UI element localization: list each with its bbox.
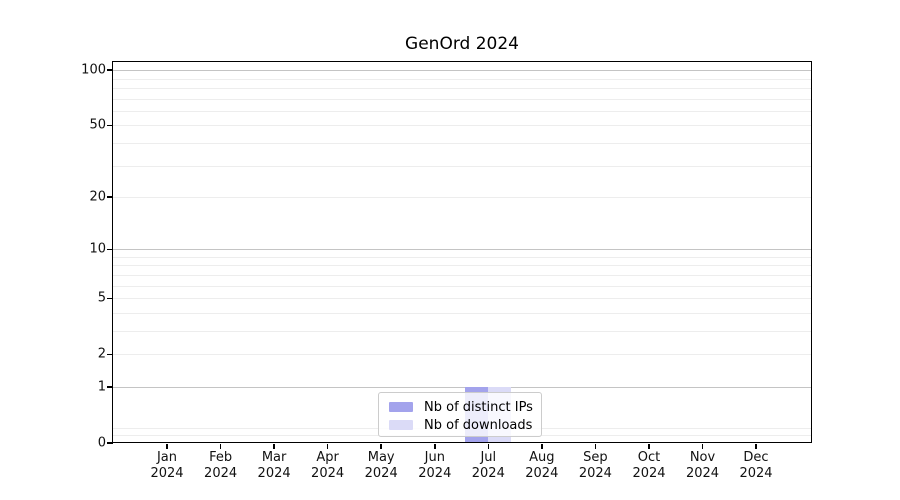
x-tick-label-year: 2024 bbox=[632, 465, 666, 481]
y-tick-mark bbox=[107, 248, 113, 250]
gridline-major bbox=[113, 249, 811, 251]
x-tick-label-year: 2024 bbox=[364, 465, 398, 481]
x-tick-label-year: 2024 bbox=[525, 465, 559, 481]
y-tick-label: 1 bbox=[97, 379, 106, 395]
x-tick-mark bbox=[166, 444, 168, 449]
y-tick-mark bbox=[107, 124, 113, 126]
chart-title: GenOrd 2024 bbox=[405, 34, 519, 54]
legend-swatch-distinct-ips-icon bbox=[389, 402, 413, 412]
gridline-minor bbox=[113, 125, 811, 127]
gridline-minor bbox=[113, 275, 811, 276]
gridline-minor bbox=[113, 265, 811, 267]
x-tick-label: Sep 2024 bbox=[563, 450, 627, 481]
x-tick-mark bbox=[326, 444, 329, 449]
x-tick-mark bbox=[380, 444, 382, 449]
x-tick-label-year: 2024 bbox=[150, 465, 184, 481]
legend-label-distinct-ips: Nb of distinct IPs bbox=[424, 399, 533, 415]
x-tick-label-month: Nov bbox=[689, 450, 716, 465]
x-tick-label-month: Jun bbox=[424, 450, 445, 465]
gridline-minor bbox=[113, 98, 811, 100]
x-tick-label: Jul 2024 bbox=[456, 450, 520, 481]
gridline-minor bbox=[113, 331, 811, 332]
x-tick-label-year: 2024 bbox=[257, 465, 291, 481]
gridline-minor bbox=[113, 256, 811, 258]
x-tick-label-month: Jul bbox=[480, 450, 497, 465]
x-tick-label: Dec 2024 bbox=[724, 450, 788, 481]
x-tick-label: Apr 2024 bbox=[296, 450, 360, 481]
y-tick-label: 0 bbox=[97, 435, 106, 451]
y-tick-label: 50 bbox=[89, 117, 106, 133]
x-tick-label-month: Apr bbox=[316, 450, 339, 465]
y-tick-label: 5 bbox=[97, 290, 106, 306]
y-tick-label: 20 bbox=[89, 189, 106, 205]
x-tick-mark bbox=[594, 444, 597, 449]
legend-swatch-downloads-icon bbox=[389, 420, 413, 430]
legend: Nb of distinct IPs Nb of downloads bbox=[378, 392, 542, 437]
x-tick-mark bbox=[434, 444, 436, 449]
gridline-minor bbox=[113, 312, 811, 314]
gridline-minor bbox=[113, 298, 811, 300]
x-tick-mark bbox=[648, 444, 650, 449]
x-tick-label-year: 2024 bbox=[471, 465, 505, 481]
legend-item-downloads: Nb of downloads bbox=[389, 416, 541, 434]
gridline-minor bbox=[113, 87, 811, 89]
x-tick-label-month: Sep bbox=[583, 450, 608, 465]
x-tick-label-month: Feb bbox=[209, 450, 233, 465]
gridline-minor bbox=[113, 78, 811, 80]
y-tick-label: 100 bbox=[81, 62, 106, 78]
x-tick-label: Mar 2024 bbox=[242, 450, 306, 481]
y-tick-mark bbox=[107, 69, 113, 71]
x-tick-label: Nov 2024 bbox=[671, 450, 735, 481]
plot-area: Nb of distinct IPs Nb of downloads bbox=[113, 62, 811, 443]
gridline-major bbox=[113, 70, 811, 72]
y-tick-mark bbox=[107, 442, 113, 444]
gridline-minor bbox=[113, 142, 811, 144]
y-tick-mark bbox=[107, 297, 113, 299]
x-tick-label: Aug 2024 bbox=[510, 450, 574, 481]
x-tick-mark bbox=[541, 444, 543, 449]
gridline-minor bbox=[113, 110, 811, 112]
x-tick-label: Oct 2024 bbox=[617, 450, 681, 481]
gridline-minor bbox=[113, 197, 811, 198]
gridline-major bbox=[113, 387, 811, 388]
x-tick-mark bbox=[219, 444, 222, 449]
x-tick-mark bbox=[755, 444, 757, 449]
x-tick-label-month: Mar bbox=[261, 450, 287, 465]
gridline-minor bbox=[113, 165, 811, 167]
gridline-minor bbox=[113, 354, 811, 356]
gridline-minor bbox=[113, 285, 811, 287]
x-tick-label-month: Oct bbox=[637, 450, 661, 465]
legend-item-distinct-ips: Nb of distinct IPs bbox=[389, 398, 541, 416]
x-tick-label-month: Jan bbox=[156, 450, 178, 465]
x-tick-label: Jan 2024 bbox=[135, 450, 199, 481]
x-tick-label-year: 2024 bbox=[578, 465, 612, 481]
x-tick-label-month: May bbox=[367, 450, 395, 465]
y-tick-mark bbox=[107, 386, 113, 388]
y-tick-mark bbox=[107, 196, 113, 198]
x-tick-label: Feb 2024 bbox=[189, 450, 253, 481]
x-tick-mark bbox=[487, 444, 489, 449]
x-tick-label-year: 2024 bbox=[418, 465, 452, 481]
x-tick-mark bbox=[273, 444, 275, 449]
x-tick-label-year: 2024 bbox=[739, 465, 773, 481]
x-tick-label-month: Aug bbox=[529, 450, 555, 465]
y-tick-label: 2 bbox=[97, 346, 106, 362]
legend-label-downloads: Nb of downloads bbox=[424, 417, 533, 433]
x-tick-label-month: Dec bbox=[743, 450, 769, 465]
x-tick-label-year: 2024 bbox=[204, 465, 238, 481]
y-tick-label: 10 bbox=[89, 241, 106, 257]
x-tick-label-year: 2024 bbox=[311, 465, 345, 481]
x-tick-label-year: 2024 bbox=[685, 465, 720, 481]
x-tick-label: May 2024 bbox=[349, 450, 413, 481]
y-tick-mark bbox=[107, 353, 113, 355]
x-tick-mark bbox=[701, 444, 704, 449]
x-tick-label: Jun 2024 bbox=[403, 450, 467, 481]
